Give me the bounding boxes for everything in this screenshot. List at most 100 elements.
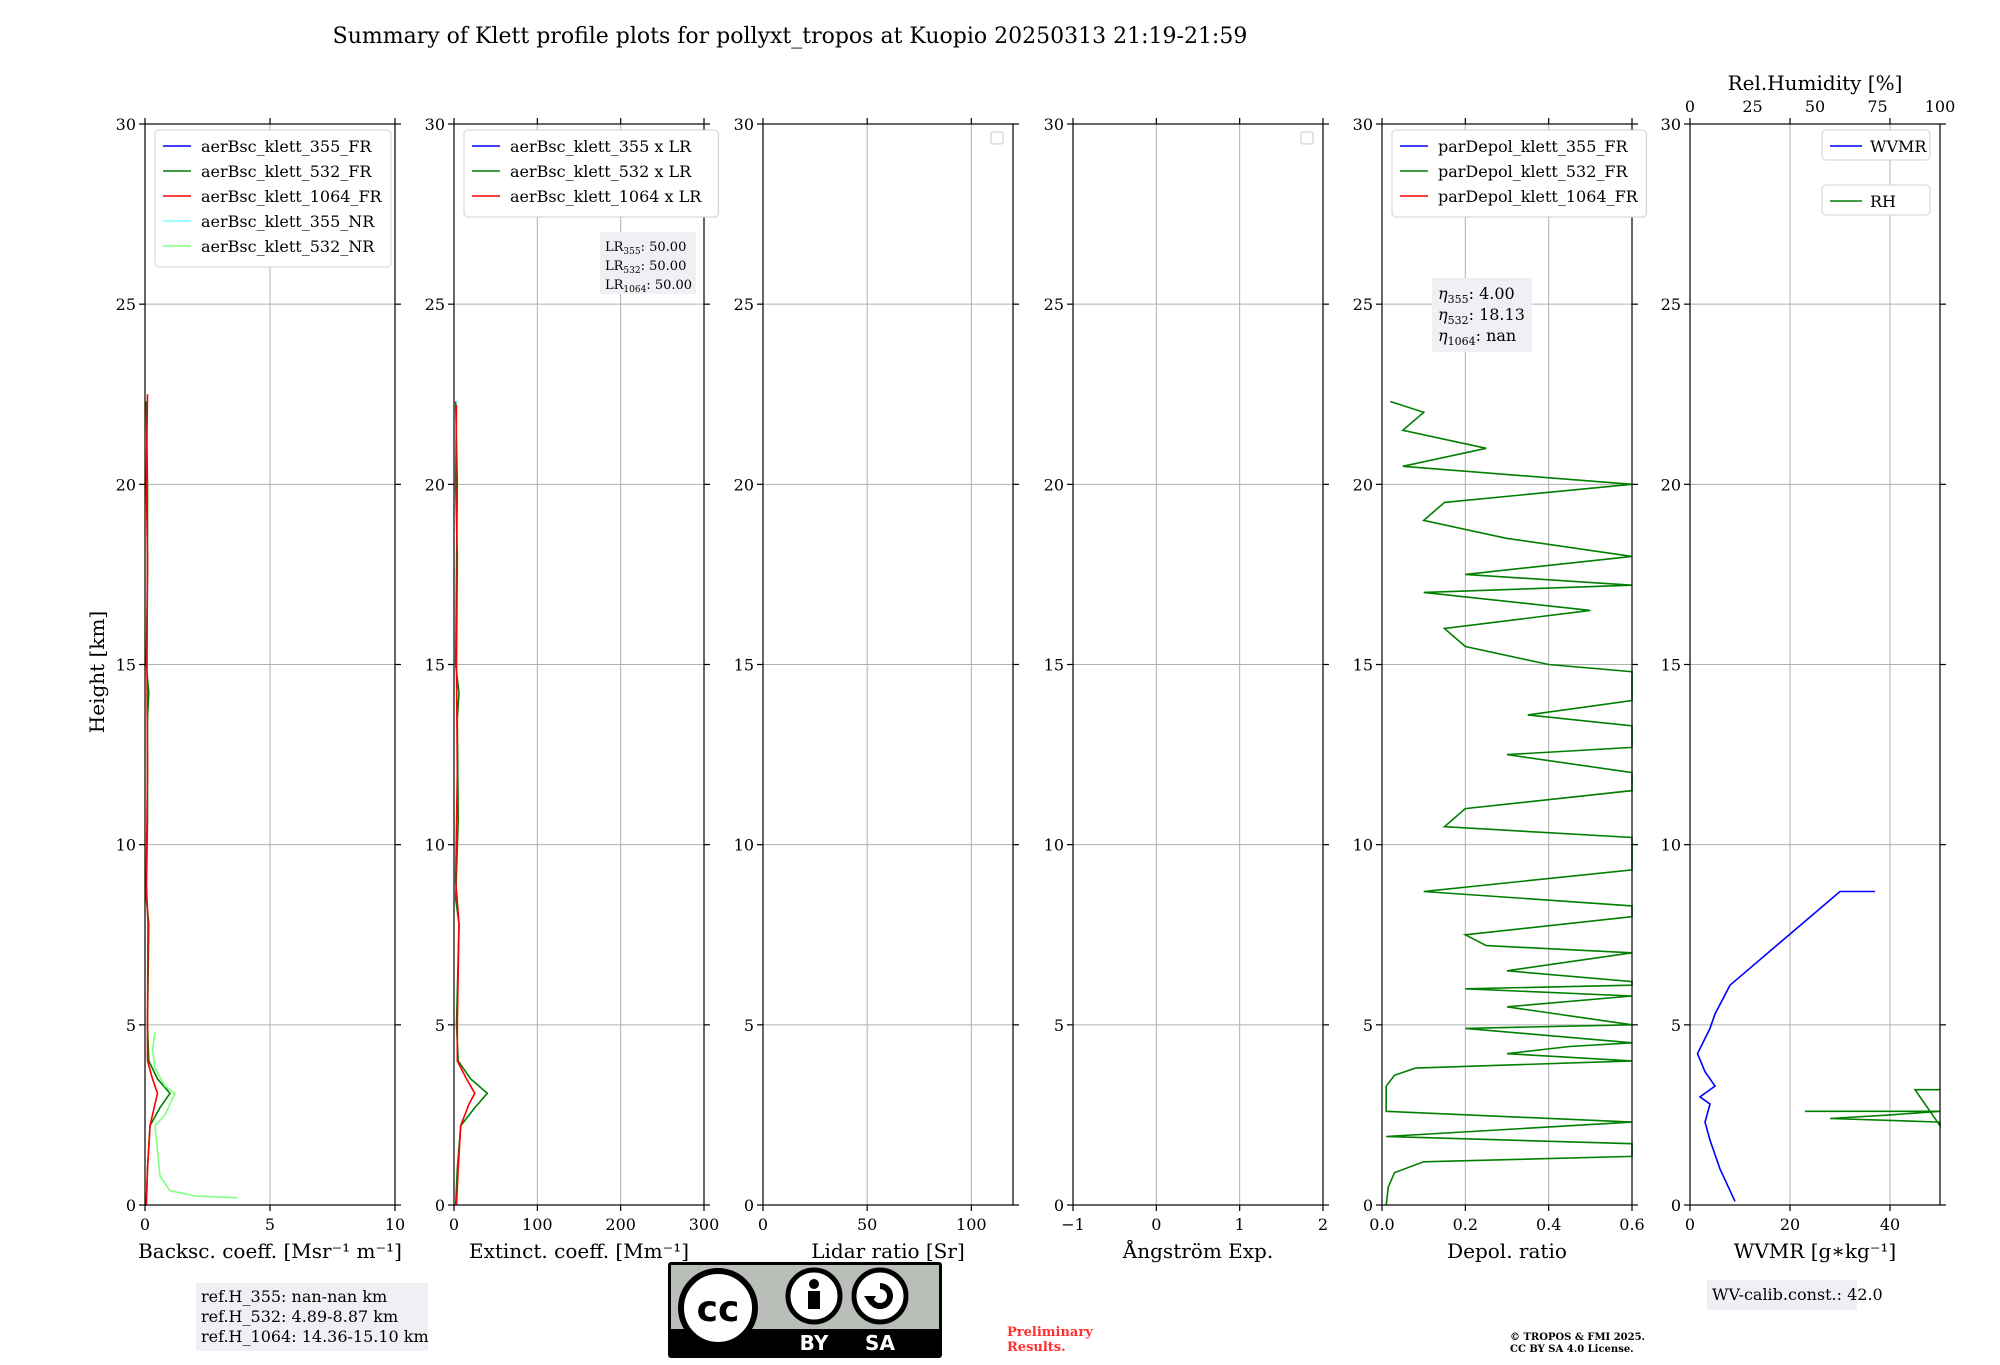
annotation-line: ref.H_532: 4.89-8.87 km <box>201 1307 398 1326</box>
y-tick-label: 25 <box>1044 295 1064 314</box>
top-x-tick-label: 75 <box>1867 97 1887 116</box>
preliminary-label-line2: Results. <box>1007 1340 1066 1355</box>
y-tick-label: 10 <box>734 836 754 855</box>
legend-entry: aerBsc_klett_355_FR <box>201 137 372 156</box>
y-tick-label: 15 <box>734 656 754 675</box>
legend-entry: WVMR <box>1870 137 1927 156</box>
x-axis-label: Backsc. coeff. [Msr⁻¹ m⁻¹] <box>138 1239 402 1263</box>
x-tick-label: 300 <box>689 1215 720 1234</box>
y-tick-label: 5 <box>1363 1016 1373 1035</box>
x-tick-label: 20 <box>1780 1215 1800 1234</box>
cc-license-badge[interactable]: cc BY SA <box>668 1262 942 1358</box>
top-x-tick-label: 50 <box>1805 97 1825 116</box>
y-tick-label: 30 <box>1353 115 1373 134</box>
y-tick-label: 0 <box>435 1196 445 1215</box>
legend-entry: parDepol_klett_1064_FR <box>1438 187 1639 206</box>
y-tick-label: 20 <box>116 475 136 494</box>
y-tick-label: 10 <box>1044 836 1064 855</box>
x-tick-label: 0.2 <box>1453 1215 1478 1234</box>
legend: RH <box>1821 184 1931 216</box>
y-tick-label: 30 <box>116 115 136 134</box>
series-line-aerBsc_klett_1064 x LR <box>454 405 476 1206</box>
annotation-background <box>1707 1280 1857 1310</box>
cc-icon-label: cc <box>697 1289 740 1330</box>
y-tick-label: 25 <box>425 295 445 314</box>
x-tick-label: 40 <box>1880 1215 1900 1234</box>
sa-arrowhead <box>864 1296 876 1305</box>
top-x-tick-label: 25 <box>1742 97 1762 116</box>
annotation-line: ref.H_1064: 14.36-15.10 km <box>201 1327 429 1346</box>
y-tick-label: 25 <box>734 295 754 314</box>
y-tick-label: 25 <box>1353 295 1373 314</box>
y-tick-label: 30 <box>734 115 754 134</box>
chart-panel-3: 0 5 10 15 20 25 30 0 50 100 Lidar ratio [Sr] <box>734 115 1019 1263</box>
x-axis-label: Extinct. coeff. [Mm⁻¹] <box>469 1239 689 1263</box>
cc-icon <box>678 1268 758 1348</box>
y-tick-label: 15 <box>1044 656 1064 675</box>
legend-box <box>1821 184 1931 216</box>
y-tick-label: 5 <box>435 1016 445 1035</box>
y-tick-label: 20 <box>1661 475 1681 494</box>
figure-title: Summary of Klett profile plots for polly… <box>333 24 1248 49</box>
annotation-background <box>196 1283 428 1351</box>
shared-y-axis-label: Height [km] <box>85 611 109 733</box>
chart-panel-1: 0 5 10 15 20 25 30 0 5 10 Backsc. coeff. [Msr⁻¹ m⁻… <box>116 115 406 1263</box>
legend-entry: aerBsc_klett_1064_FR <box>201 187 383 206</box>
x-tick-label: 0.6 <box>1619 1215 1644 1234</box>
x-tick-label: 5 <box>265 1215 275 1234</box>
y-tick-label: 5 <box>744 1016 754 1035</box>
y-tick-label: 20 <box>1044 475 1064 494</box>
sa-share-icon <box>851 1267 909 1325</box>
x-axis-label: Ångström Exp. <box>1122 1238 1273 1263</box>
chart-annotation-6: WV-calib.const.: 42.0 <box>1707 1280 1883 1310</box>
y-tick-label: 10 <box>1353 836 1373 855</box>
series-line-aerBsc_klett_1064_FR <box>145 394 159 1206</box>
y-tick-label: 0 <box>744 1196 754 1215</box>
series-line-parDepol_klett_532_FR <box>1385 400 1633 1206</box>
series-line-aerBsc_klett_532_FR <box>145 401 172 1206</box>
lidar-ratio-entry: LR532: 50.00 <box>605 259 686 276</box>
y-tick-label: 15 <box>1353 656 1373 675</box>
info-box-background <box>600 232 696 294</box>
legend-box <box>1821 129 1931 161</box>
lidar-ratio-entry: LR355: 50.00 <box>605 240 686 257</box>
y-tick-label: 30 <box>1044 115 1064 134</box>
y-tick-label: 15 <box>116 656 136 675</box>
x-tick-label: 0 <box>758 1215 768 1234</box>
info-box-background <box>1432 278 1532 352</box>
y-tick-label: 0 <box>126 1196 136 1215</box>
annotation-line: WV-calib.const.: 42.0 <box>1712 1285 1883 1304</box>
top-x-tick-label: 0 <box>1685 97 1695 116</box>
y-tick-label: 30 <box>1661 115 1681 134</box>
license-by-label: BY <box>800 1331 829 1355</box>
x-axis-label: Depol. ratio <box>1447 1239 1567 1263</box>
top-x-axis-label: Rel.Humidity [%] <box>1728 71 1903 95</box>
legend: WVMR <box>1821 129 1931 161</box>
x-axis-label: Lidar ratio [Sr] <box>811 1239 965 1263</box>
y-tick-label: 15 <box>1661 656 1681 675</box>
by-person-head <box>809 1279 819 1289</box>
y-tick-label: 5 <box>1671 1016 1681 1035</box>
y-tick-label: 5 <box>1054 1016 1064 1035</box>
lidar-ratio-entry: LR1064: 50.00 <box>605 278 692 295</box>
legend-box <box>1391 129 1647 218</box>
x-tick-label: 50 <box>857 1215 877 1234</box>
y-tick-label: 15 <box>425 656 445 675</box>
legend-entry: aerBsc_klett_532_FR <box>201 162 372 181</box>
x-tick-label: 2 <box>1318 1215 1328 1234</box>
preliminary-label-line1: Preliminary <box>1007 1325 1093 1340</box>
copyright-line1: © TROPOS & FMI 2025. <box>1510 1332 1645 1343</box>
legend-entry: aerBsc_klett_355 x LR <box>510 137 692 156</box>
legend-entry: aerBsc_klett_355_NR <box>201 212 375 231</box>
legend-box <box>154 129 392 268</box>
legend-entry: aerBsc_klett_532 x LR <box>510 162 692 181</box>
y-tick-label: 30 <box>425 115 445 134</box>
x-tick-label: 0.4 <box>1536 1215 1561 1234</box>
top-x-tick-label: 100 <box>1925 97 1956 116</box>
y-tick-label: 0 <box>1671 1196 1681 1215</box>
